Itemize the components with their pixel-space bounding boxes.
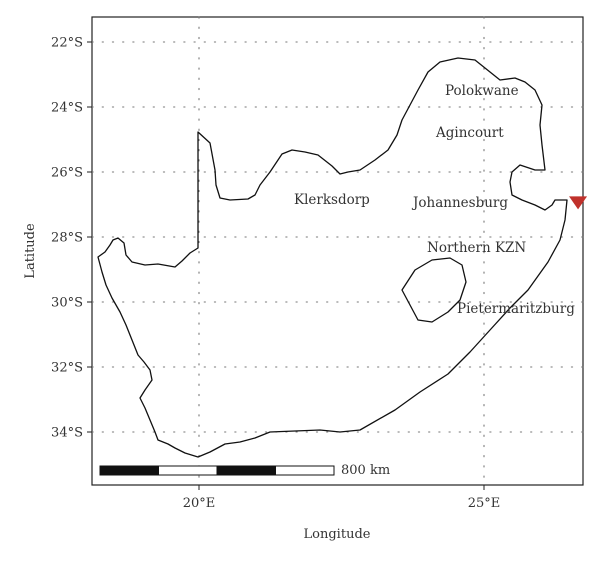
map-frame xyxy=(91,16,584,486)
scale-bar-segment-2 xyxy=(158,465,218,476)
south-africa-outline xyxy=(97,57,568,458)
scale-bar-segment-4 xyxy=(275,465,335,476)
label-johannesburg: Johannesburg xyxy=(411,195,508,211)
label-pietermaritzburg: Pietermaritzburg xyxy=(457,301,575,317)
label-agincourt: Agincourt xyxy=(435,125,504,141)
lon-tick-label: 20°E xyxy=(183,496,216,511)
lat-tick-label: 26°S xyxy=(51,166,83,181)
lat-tick-label: 30°S xyxy=(51,296,83,311)
label-klerksdorp: Klerksdorp xyxy=(294,192,370,208)
x-axis-title: Longitude xyxy=(304,527,371,542)
lat-tick-label: 24°S xyxy=(51,101,83,116)
y-axis-title: Latitude xyxy=(23,223,38,279)
lon-tick-label: 25°E xyxy=(468,496,501,511)
lat-tick-label: 22°S xyxy=(51,36,83,51)
scale-bar-label: 800 km xyxy=(341,463,390,478)
lat-tick-label: 34°S xyxy=(51,426,83,441)
site-marker xyxy=(569,196,588,210)
label-polokwane: Polokwane xyxy=(445,83,519,99)
lat-tick-label: 32°S xyxy=(51,361,83,376)
graticule xyxy=(91,16,584,486)
scale-bar-segment-1 xyxy=(99,465,159,476)
lat-tick-label: 28°S xyxy=(51,231,83,246)
scale-bar-segment-3 xyxy=(216,465,276,476)
scale-bar: 800 km xyxy=(99,463,390,478)
lesotho-outline xyxy=(401,257,467,323)
site-markers xyxy=(569,196,588,210)
label-northern-kzn: Northern KZN xyxy=(427,240,526,256)
